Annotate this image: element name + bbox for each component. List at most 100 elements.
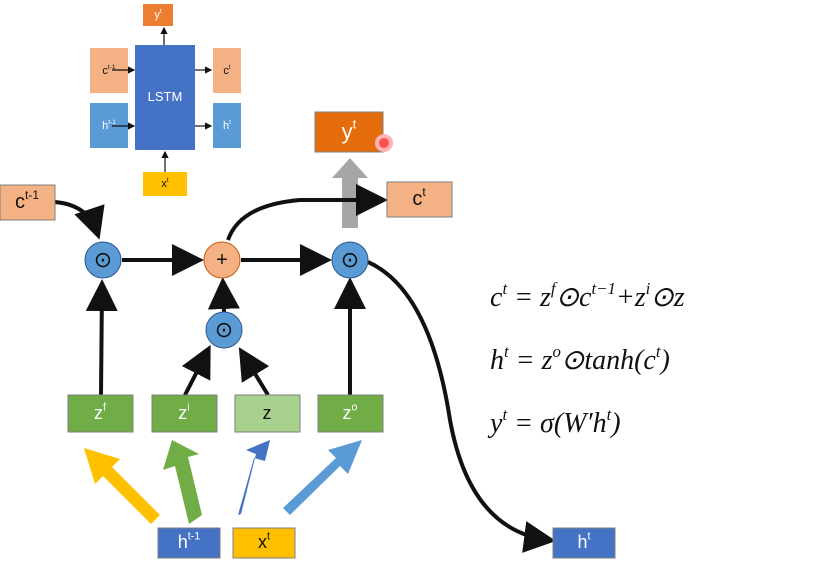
- label-base: ⊙: [341, 247, 359, 272]
- label-base: c: [102, 65, 108, 77]
- mini-arrows: [112, 26, 213, 172]
- label-sup: t-1: [188, 531, 201, 543]
- label-base: z: [342, 403, 351, 423]
- label: ht​: [223, 119, 231, 132]
- label-base: x: [258, 532, 267, 552]
- label-base: ⊙: [94, 247, 112, 272]
- label: LSTM: [148, 89, 183, 104]
- label-base: +z: [616, 282, 646, 313]
- label-base: = z: [509, 345, 553, 376]
- c-prev-box: [0, 184, 56, 221]
- label-sup: t: [267, 531, 270, 543]
- h-prev-box: [157, 527, 221, 559]
- label: ct-1​: [102, 64, 116, 77]
- z-box: [234, 394, 301, 433]
- node-shapes: [0, 111, 616, 559]
- arrow-green: [163, 440, 202, 524]
- label-sup: i: [646, 279, 651, 298]
- label-base: ): [659, 345, 670, 376]
- label: zf​: [94, 402, 107, 423]
- x-box: [232, 527, 296, 559]
- label-sup: t: [353, 117, 357, 132]
- label-sup: t: [502, 279, 507, 298]
- label-sup: t-1: [108, 119, 116, 126]
- label: zo​: [342, 402, 357, 423]
- label-base: = σ(W′h: [507, 408, 606, 439]
- label-sup: t: [588, 531, 591, 543]
- label-sup: t: [656, 342, 661, 361]
- label-sup: t: [607, 405, 612, 424]
- label-base: x: [161, 178, 167, 190]
- label: ⊙: [94, 247, 112, 272]
- label: ct​: [223, 64, 231, 77]
- label-base: c: [412, 188, 422, 210]
- label-base: c: [490, 282, 503, 313]
- h-box: [552, 527, 616, 559]
- label: ⊙: [341, 247, 359, 272]
- label: ht-1​: [102, 119, 116, 132]
- label: ⊙: [215, 317, 233, 342]
- label-base: y: [342, 119, 353, 144]
- label: z: [263, 403, 272, 423]
- label-sup: t: [229, 64, 231, 71]
- zf-box: [67, 394, 134, 433]
- flow-arrows: [54, 184, 556, 553]
- label-base: h: [102, 120, 108, 132]
- label-sup: f: [551, 279, 558, 298]
- label-base: z: [178, 403, 187, 423]
- arrow-lightblue: [283, 440, 362, 515]
- label-sup: o: [351, 402, 357, 414]
- label: +: [216, 249, 228, 271]
- label-base: LSTM: [148, 89, 183, 104]
- label: ct​ = zf​⊙ct−1​+zi​⊙z: [490, 279, 685, 313]
- label: yt​: [342, 117, 357, 144]
- arrow-blue: [238, 440, 270, 515]
- label-base: +: [216, 249, 228, 271]
- arrow-gray: [332, 158, 368, 228]
- label-base: h: [178, 532, 188, 552]
- label: yt​: [154, 8, 162, 21]
- label: yt​ = σ(W′ht​): [487, 405, 621, 439]
- arrow-yellow: [84, 448, 160, 524]
- label-sup: f: [103, 402, 107, 414]
- label-base: h: [577, 532, 587, 552]
- zo-box: [317, 394, 384, 433]
- input-arrows: [84, 158, 368, 524]
- label: ct-1​: [15, 188, 39, 213]
- label: xt​: [258, 531, 270, 552]
- c-box: [386, 181, 453, 218]
- mini-diagram: [90, 4, 241, 196]
- label-base: z: [263, 403, 272, 423]
- label-base: = z: [507, 282, 551, 313]
- label-base: c: [223, 65, 229, 77]
- mini-x-box: [143, 172, 187, 196]
- label-base: y: [487, 408, 503, 439]
- label-base: h: [490, 345, 504, 376]
- label-sup: t-1: [108, 64, 116, 71]
- label-base: h: [223, 120, 229, 132]
- label-sup: t: [167, 177, 169, 184]
- mul-forget-circle: [84, 241, 122, 279]
- label-base: ⊙c: [556, 282, 592, 313]
- add-circle: [203, 241, 241, 279]
- label: ct​: [412, 185, 426, 210]
- label-sup: t−1: [591, 279, 615, 298]
- label-sup: t: [422, 185, 426, 199]
- label-base: ⊙z: [650, 282, 684, 313]
- label-sup: t: [502, 405, 507, 424]
- label: xt​: [161, 177, 169, 190]
- label: zi​: [178, 402, 189, 423]
- label: ht-1​: [178, 531, 201, 552]
- y-box: [314, 111, 384, 153]
- label-sup: t: [504, 342, 509, 361]
- label-base: ⊙tanh(c: [561, 345, 657, 376]
- mul-in-circle: [205, 311, 243, 349]
- mini-c-box: [213, 48, 241, 93]
- label: ht​: [577, 531, 590, 552]
- label-base: ): [609, 408, 620, 439]
- mini-lstm-box: [135, 45, 195, 150]
- mul-out-circle: [331, 241, 369, 279]
- mini-h-box: [213, 103, 241, 148]
- label-base: c: [15, 191, 25, 213]
